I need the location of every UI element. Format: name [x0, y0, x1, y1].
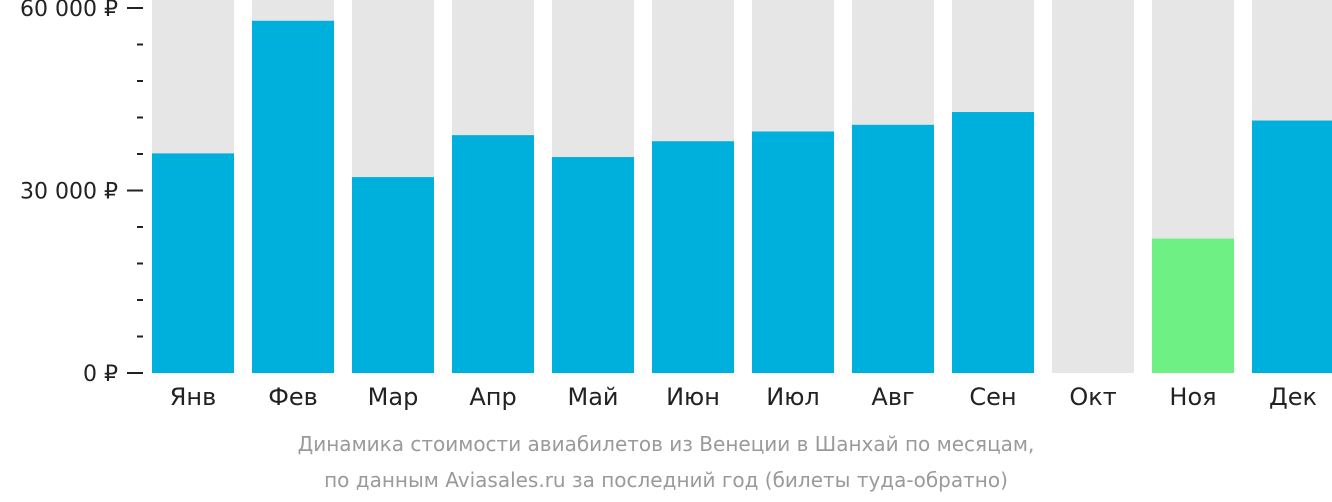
price-bar[interactable] [652, 141, 734, 373]
price-bar[interactable] [152, 153, 234, 373]
x-tick-label: Янв [170, 383, 217, 411]
y-axis: 0 ₽ 30 000 ₽ 60 000 ₽ [20, 0, 143, 387]
x-tick-label: Окт [1069, 383, 1116, 411]
background-bar [1052, 0, 1134, 373]
y-tick-label: 60 000 ₽ [20, 0, 118, 22]
x-axis: Янв Фев Мар Апр Май Июн Июл Авг Сен Окт Ноя Дек [170, 383, 1317, 411]
x-tick-label: Сен [969, 383, 1016, 411]
x-tick-label: Ноя [1169, 383, 1216, 411]
x-tick-label: Июл [766, 383, 820, 411]
x-tick-label: Мар [368, 383, 419, 411]
price-bar[interactable] [1252, 120, 1332, 374]
y-tick-label: 30 000 ₽ [20, 180, 118, 205]
price-bar[interactable] [1152, 238, 1234, 373]
x-tick-label: Дек [1269, 383, 1317, 411]
x-tick-label: Апр [469, 383, 516, 411]
chart-caption-line-2: по данным Aviasales.ru за последний год … [324, 468, 1008, 492]
price-bar[interactable] [252, 20, 334, 374]
price-bar[interactable] [752, 131, 834, 373]
y-tick-label: 0 ₽ [83, 362, 118, 387]
price-bar[interactable] [852, 124, 934, 373]
price-bar[interactable] [952, 112, 1034, 374]
x-tick-label: Авг [871, 383, 914, 411]
price-bar[interactable] [552, 157, 634, 373]
price-bar[interactable] [352, 177, 434, 373]
x-tick-label: Фев [268, 383, 318, 411]
chart-caption-line-1: Динамика стоимости авиабилетов из Венеци… [297, 432, 1035, 456]
x-tick-label: Май [567, 383, 618, 411]
price-bars [152, 20, 1332, 374]
x-tick-label: Июн [666, 383, 720, 411]
price-bar[interactable] [452, 135, 534, 373]
